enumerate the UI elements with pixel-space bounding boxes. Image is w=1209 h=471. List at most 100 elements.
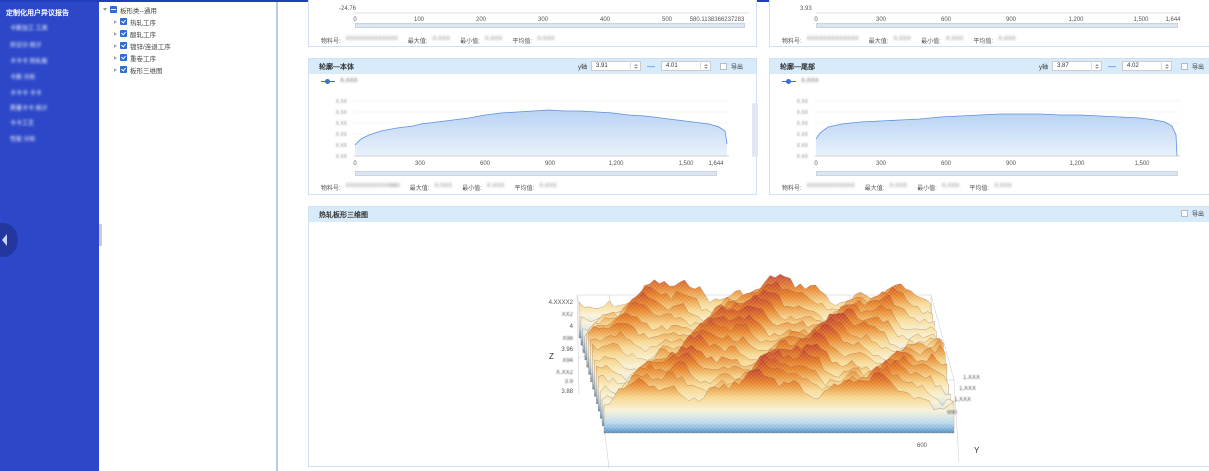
stats-row: 物料号: XXXXXXXXXXXX 最大值: X.XXX 最小值: X.XXX 平均值… bbox=[782, 183, 1022, 192]
stepper-arrows-icon[interactable] bbox=[1091, 61, 1101, 71]
y-tick-label: X.XX bbox=[797, 99, 809, 105]
expand-icon[interactable] bbox=[114, 67, 117, 72]
export-label[interactable]: 导出 bbox=[1192, 212, 1205, 218]
chart-legend[interactable]: X.XXX bbox=[321, 78, 358, 84]
stat-value: XXXXXXXXXXXXX bbox=[806, 36, 859, 42]
export-checkbox[interactable] bbox=[720, 62, 728, 70]
expand-icon[interactable] bbox=[114, 43, 117, 48]
z-tick-label: 3.96 bbox=[561, 347, 573, 353]
series-line[interactable] bbox=[815, 113, 1178, 157]
nav-item[interactable]: 卡卡工艺 bbox=[10, 121, 35, 127]
nav-item[interactable]: 质量卡卡 统计 bbox=[10, 106, 48, 112]
export-checkbox[interactable] bbox=[1181, 62, 1189, 70]
export-label[interactable]: 导出 bbox=[731, 64, 744, 71]
tree-node-label: 板形三维图 bbox=[130, 67, 163, 75]
stat-label: 平均值: bbox=[514, 186, 535, 192]
legend-line-icon bbox=[321, 78, 335, 84]
surface-mesh-overlay bbox=[604, 368, 954, 433]
profile-chart-tail-partial: 3.93 0 300 600 900 1,200 1,500 1,644 物料号… bbox=[769, 0, 1209, 47]
chart-legend[interactable]: X.XXX bbox=[782, 78, 819, 84]
nav-item[interactable]: 卡斯 分析 bbox=[10, 75, 36, 81]
tree-node-label: 镀锌/连退工序 bbox=[130, 43, 171, 51]
range-separator: — bbox=[1108, 61, 1117, 71]
stat-label: 最大值: bbox=[407, 39, 428, 45]
stat-value: X.XXX bbox=[941, 183, 960, 189]
tree-node-label: 热轧工序 bbox=[130, 19, 156, 27]
y-min-stepper[interactable]: 3.87 bbox=[1052, 61, 1103, 71]
collapse-nav-button[interactable] bbox=[0, 223, 18, 257]
tree-node[interactable]: 酸轧工序 bbox=[114, 29, 156, 39]
expand-icon[interactable] bbox=[103, 8, 107, 11]
tree-node-label: 板形类--通用 bbox=[120, 7, 157, 15]
expand-icon[interactable] bbox=[114, 19, 117, 24]
nav-item[interactable]: 卡卡卡 卡卡 bbox=[10, 91, 42, 97]
nav-item[interactable]: 异议分 统计 bbox=[10, 43, 42, 49]
y-tick-label: X.XX bbox=[797, 121, 809, 127]
y-max-stepper[interactable]: 4.02 bbox=[1122, 61, 1173, 71]
stat-label: 物料号: bbox=[782, 186, 802, 192]
expand-icon[interactable] bbox=[114, 55, 117, 60]
tree-checkbox[interactable] bbox=[120, 66, 127, 73]
tree-node-root[interactable]: 板形类--通用 bbox=[103, 5, 157, 15]
tree-checkbox[interactable] bbox=[120, 30, 127, 37]
stat-value: X.XXX bbox=[889, 183, 908, 189]
y-tick-label: X.XX bbox=[336, 154, 348, 160]
export-checkbox[interactable] bbox=[1181, 210, 1188, 217]
tree-checkbox[interactable] bbox=[120, 18, 127, 25]
data-zoom-slider[interactable] bbox=[355, 171, 717, 176]
profile-body-panel: 轮廓—本体 y轴 3.91 — 4.01 导出 X.XXX bbox=[308, 58, 758, 195]
stat-label: 最大值: bbox=[864, 186, 885, 192]
y-tick-label: 3.93 bbox=[800, 6, 812, 12]
series-line[interactable] bbox=[354, 109, 728, 146]
nav-item[interactable]: 卡斯加工 工具 bbox=[10, 26, 48, 32]
y-max-stepper[interactable]: 4.01 bbox=[661, 61, 712, 71]
head-chart-svg: -24.76 0 100 200 300 400 500 580.1138366… bbox=[339, 6, 749, 23]
y-min-stepper[interactable]: 3.91 bbox=[591, 61, 642, 71]
stat-label: 平均值: bbox=[969, 186, 990, 192]
tree-node[interactable]: 板形三维图 bbox=[114, 65, 163, 75]
x-tick-label: 600 bbox=[480, 161, 491, 167]
stat-value: X.XXX bbox=[998, 36, 1016, 42]
panel-title: 轮廓—本体 bbox=[319, 63, 354, 71]
tree-checkbox[interactable] bbox=[120, 42, 127, 49]
nav-title[interactable]: 定制化用户异议报告 bbox=[6, 10, 69, 17]
pane-divider[interactable] bbox=[276, 2, 278, 471]
z-tick-label: 3.9 bbox=[565, 379, 574, 385]
data-zoom-slider[interactable] bbox=[816, 171, 1178, 176]
x-tick-label: 1,200 bbox=[608, 161, 624, 167]
x-tick-label: 0 bbox=[353, 161, 357, 167]
surface-3d-chart[interactable]: Z Y 4.XXXX2 XX2 4 X98 3.96 X94 X.XX2 3.9… bbox=[309, 222, 1209, 468]
y-tick-label: 1,XXX bbox=[959, 386, 976, 392]
chart-scrollbar[interactable] bbox=[752, 103, 758, 157]
x-tick-label: 300 bbox=[415, 161, 426, 167]
z-axis-title: Z bbox=[549, 352, 554, 361]
data-zoom-slider[interactable] bbox=[355, 23, 745, 28]
stat-label: 最小值: bbox=[460, 39, 480, 45]
expand-icon[interactable] bbox=[114, 31, 117, 36]
stepper-arrows-icon[interactable] bbox=[700, 61, 710, 71]
x-tick-label: 1,500 bbox=[1134, 161, 1150, 167]
tail-profile-chart: X.XX X.XX X.XX X.XX X.XX X.XX 0 300 600 … bbox=[797, 99, 1180, 167]
nav-item[interactable]: 性能 分析 bbox=[10, 137, 36, 143]
nav-item[interactable]: 卡卡卡 热轧板 bbox=[10, 59, 48, 65]
x-tick-label: 900 bbox=[1006, 17, 1017, 23]
x-tick-label: 400 bbox=[600, 17, 611, 23]
stat-value: X.XXX bbox=[484, 36, 503, 42]
tree-scrollbar[interactable] bbox=[99, 224, 102, 246]
legend-line-icon bbox=[782, 78, 796, 84]
stat-value: X.XXX bbox=[945, 36, 964, 42]
y-tick-label: 600 bbox=[917, 443, 928, 449]
tree-checkbox[interactable] bbox=[110, 6, 117, 13]
panel-title: 轮廓—尾部 bbox=[780, 63, 815, 71]
tree-node[interactable]: 热轧工序 bbox=[114, 17, 156, 27]
tree-node[interactable]: 镀锌/连退工序 bbox=[114, 41, 171, 51]
stepper-arrows-icon[interactable] bbox=[1161, 61, 1171, 71]
tree-checkbox[interactable] bbox=[120, 54, 127, 61]
stat-label: 物料号: bbox=[321, 186, 341, 192]
data-zoom-slider[interactable] bbox=[816, 23, 1178, 28]
export-label[interactable]: 导出 bbox=[1192, 64, 1205, 71]
y-tick-label: X.XX bbox=[336, 143, 348, 149]
stepper-arrows-icon[interactable] bbox=[630, 61, 640, 71]
panel-header: 轮廓—本体 bbox=[309, 59, 756, 74]
tree-node[interactable]: 重卷工序 bbox=[114, 53, 156, 63]
